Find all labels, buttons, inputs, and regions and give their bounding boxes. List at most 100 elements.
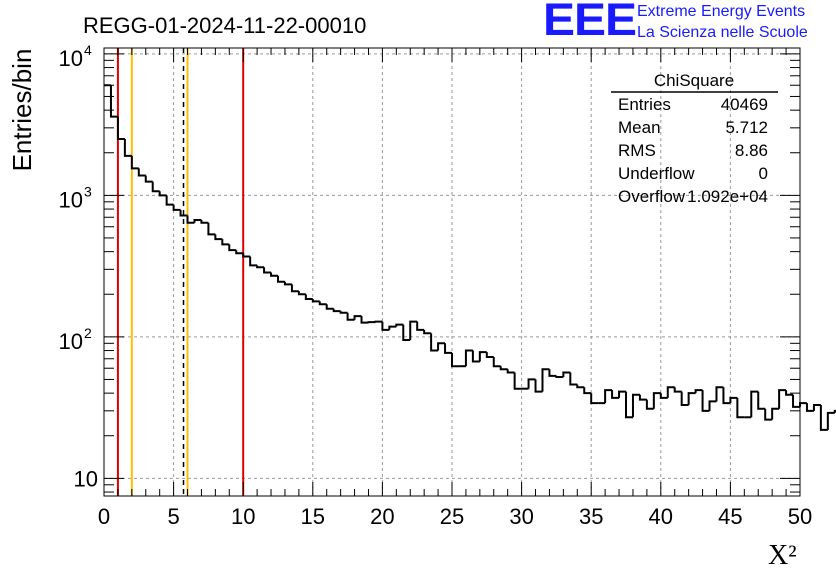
x-tick-label: 25 bbox=[440, 504, 464, 529]
histogram-bin bbox=[506, 369, 515, 374]
histogram-bin bbox=[478, 351, 487, 362]
histogram-bin bbox=[548, 369, 557, 377]
histogram-bin bbox=[513, 372, 522, 390]
histogram-bin bbox=[541, 368, 550, 392]
histogram-bin bbox=[186, 215, 195, 224]
histogram-bin bbox=[353, 315, 362, 320]
histogram-bin bbox=[464, 349, 473, 367]
histogram-bin bbox=[805, 403, 814, 412]
histogram-bin bbox=[792, 394, 800, 408]
y-tick-label: 10 bbox=[74, 466, 98, 491]
histogram-bin bbox=[812, 403, 821, 411]
histogram-bin bbox=[339, 311, 348, 314]
stats-label: Entries bbox=[618, 95, 671, 114]
histogram-bin bbox=[569, 372, 578, 386]
eee-subtitle-line2: La Scienza nelle Scuole bbox=[637, 24, 808, 41]
histogram-bin bbox=[492, 357, 501, 368]
histogram-bin bbox=[270, 272, 278, 277]
histogram-bin bbox=[778, 389, 787, 409]
histogram-bin bbox=[604, 389, 613, 404]
histogram-bin bbox=[451, 352, 459, 368]
x-tick-label: 10 bbox=[231, 504, 255, 529]
histogram-bin bbox=[388, 325, 397, 330]
stats-rows: Entries 40469 Mean 5.712 RMS 8.86 Underflow 0 Ov… bbox=[618, 95, 768, 206]
histogram-bin bbox=[221, 239, 230, 246]
histogram-bin bbox=[249, 256, 258, 267]
y-tick-label-exponent: 3 bbox=[84, 183, 92, 199]
histogram-bin bbox=[729, 396, 738, 404]
x-tick-label: 50 bbox=[788, 504, 812, 529]
histogram-bin bbox=[722, 387, 731, 405]
histogram-bin bbox=[318, 301, 327, 306]
histogram-bin bbox=[673, 387, 682, 393]
histogram-bin bbox=[819, 404, 828, 431]
histogram-bin bbox=[527, 378, 536, 389]
histogram-bin bbox=[304, 294, 313, 301]
stats-label: Overflow bbox=[618, 187, 686, 206]
histogram-bin bbox=[687, 392, 696, 405]
histogram-bin bbox=[499, 366, 508, 371]
histogram-bin bbox=[409, 320, 418, 340]
axis-ticks bbox=[103, 48, 801, 496]
histogram-bin bbox=[618, 390, 626, 398]
histogram-bin bbox=[638, 394, 647, 401]
histogram-bin bbox=[833, 409, 836, 413]
histogram-bin bbox=[123, 139, 132, 157]
histogram-bin bbox=[645, 399, 654, 410]
stats-label: RMS bbox=[618, 141, 656, 160]
histogram-bin bbox=[799, 402, 807, 407]
histogram-bin bbox=[256, 265, 265, 269]
histogram-bin bbox=[437, 342, 446, 351]
histogram-bin bbox=[555, 375, 564, 379]
histogram-bin bbox=[151, 181, 160, 193]
histogram-bin bbox=[332, 308, 341, 313]
x-tick-label: 30 bbox=[509, 504, 533, 529]
histogram-bin bbox=[423, 329, 432, 335]
histogram-bin bbox=[402, 324, 411, 341]
histogram-bin bbox=[680, 391, 689, 406]
histogram-bin bbox=[144, 175, 153, 183]
histogram-bin bbox=[277, 275, 285, 283]
histogram-bin bbox=[625, 391, 633, 419]
histogram-bin bbox=[214, 234, 223, 241]
histogram-bin bbox=[325, 304, 334, 310]
reference-lines bbox=[116, 48, 245, 496]
eee-subtitle-line1: Extreme Energy Events bbox=[637, 3, 806, 20]
stats-value: 0 bbox=[759, 164, 768, 183]
histogram-bin bbox=[471, 350, 480, 363]
eee-logo: EEE bbox=[543, 0, 637, 46]
histogram-bin bbox=[346, 312, 355, 321]
histogram-bin bbox=[200, 219, 209, 224]
histogram-bin bbox=[666, 386, 675, 398]
histogram-bin bbox=[395, 323, 404, 327]
histogram-bin bbox=[172, 204, 181, 211]
histogram-series bbox=[104, 84, 836, 431]
y-tick-label-exponent: 4 bbox=[84, 42, 92, 58]
stats-value: 40469 bbox=[721, 95, 768, 114]
histogram-bin bbox=[771, 407, 780, 420]
histogram-bin bbox=[708, 400, 717, 411]
x-tick-label: 35 bbox=[579, 504, 603, 529]
histogram-bin bbox=[611, 390, 620, 399]
stats-label: Underflow bbox=[618, 164, 695, 183]
chart-title: REGG-01-2024-11-22-00010 bbox=[83, 13, 366, 38]
histogram-bin bbox=[109, 85, 118, 118]
histogram-bin bbox=[485, 352, 494, 359]
histogram-bin bbox=[228, 244, 237, 252]
histogram-bin bbox=[785, 390, 794, 396]
histogram-bin bbox=[631, 393, 640, 418]
stats-title: ChiSquare bbox=[654, 71, 734, 90]
histogram-bin bbox=[701, 390, 710, 412]
histogram-bin bbox=[652, 392, 661, 409]
histogram-bin bbox=[715, 386, 724, 402]
histogram-bin bbox=[590, 393, 599, 405]
histogram-bin bbox=[562, 371, 571, 378]
histogram-bin bbox=[283, 281, 292, 286]
grid bbox=[104, 48, 800, 496]
y-tick-label: 10 bbox=[59, 187, 83, 212]
histogram-bin bbox=[694, 389, 703, 394]
stats-box: ChiSquare Entries 40469 Mean 5.712 RMS 8.86 Un… bbox=[611, 71, 778, 206]
stats-value: 1.092e+04 bbox=[687, 187, 768, 206]
histogram-bin bbox=[360, 316, 369, 324]
